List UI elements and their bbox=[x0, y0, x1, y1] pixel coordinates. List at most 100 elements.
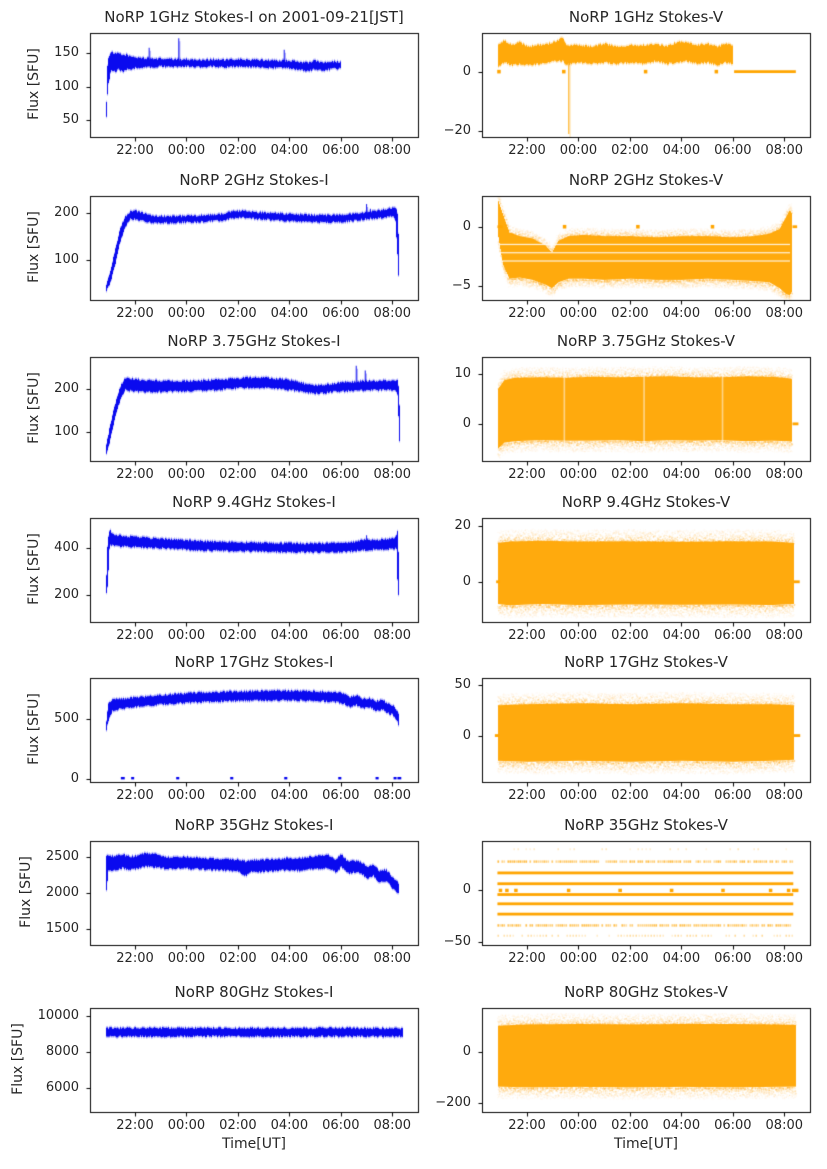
y-tick-label: 50 bbox=[62, 112, 79, 128]
x-tick-label: 22:00 bbox=[116, 467, 154, 482]
y-tick-label: 10 bbox=[454, 366, 471, 382]
x-tick-label: 00:00 bbox=[559, 951, 598, 966]
y-tick-label: 2500 bbox=[45, 849, 79, 865]
x-tick-label: 06:00 bbox=[322, 306, 360, 321]
x-tick-label: 06:00 bbox=[322, 143, 360, 158]
x-tick-label: 00:00 bbox=[559, 628, 598, 643]
y-tick-label: 200 bbox=[54, 586, 79, 602]
y-tick-label: 1500 bbox=[45, 920, 79, 936]
y-tick-label: −50 bbox=[443, 933, 471, 949]
x-tick-label: 06:00 bbox=[322, 951, 360, 966]
chart-title: NoRP 2GHz Stokes-V bbox=[568, 171, 724, 189]
x-tick-label: 06:00 bbox=[322, 628, 360, 643]
plot-canvas bbox=[474, 833, 818, 953]
x-tick-label: 04:00 bbox=[662, 306, 701, 321]
x-tick-label: 08:00 bbox=[373, 467, 411, 482]
chart-title: NoRP 3.75GHz Stokes-I bbox=[167, 332, 341, 350]
x-tick-label: 02:00 bbox=[219, 306, 257, 321]
x-tick-label: 08:00 bbox=[765, 1118, 803, 1133]
x-tick-label: 06:00 bbox=[714, 628, 752, 643]
x-tick-label: 04:00 bbox=[662, 143, 701, 158]
plot-canvas bbox=[82, 25, 426, 145]
x-tick-label: 22:00 bbox=[116, 951, 154, 966]
x-tick-label: 04:00 bbox=[270, 467, 309, 482]
x-tick-label: 00:00 bbox=[167, 951, 206, 966]
x-tick-label: 00:00 bbox=[167, 788, 206, 803]
x-tick-label: 22:00 bbox=[508, 306, 546, 321]
x-tick-label: 08:00 bbox=[373, 628, 411, 643]
x-tick-label: 22:00 bbox=[116, 306, 154, 321]
plot-canvas bbox=[474, 510, 818, 630]
y-tick-label: 0 bbox=[462, 415, 471, 431]
chart-title: NoRP 35GHz Stokes-V bbox=[564, 816, 728, 834]
x-tick-label: 02:00 bbox=[611, 467, 649, 482]
plot-canvas bbox=[474, 188, 818, 308]
x-tick-label: 08:00 bbox=[373, 143, 411, 158]
plot-canvas bbox=[474, 349, 818, 469]
y-tick-label: −20 bbox=[443, 123, 471, 139]
x-tick-label: 02:00 bbox=[219, 467, 257, 482]
x-tick-label: 02:00 bbox=[611, 628, 649, 643]
y-axis-label: Flux [SFU] bbox=[26, 533, 43, 605]
y-tick-label: 200 bbox=[54, 380, 79, 396]
x-tick-label: 02:00 bbox=[611, 1118, 649, 1133]
x-tick-label: 02:00 bbox=[219, 628, 257, 643]
plot-canvas bbox=[82, 833, 426, 953]
x-tick-label: 08:00 bbox=[765, 951, 803, 966]
y-axis-label: Flux [SFU] bbox=[26, 372, 43, 444]
y-tick-label: 10000 bbox=[37, 1008, 79, 1024]
y-tick-label: 6000 bbox=[45, 1079, 79, 1095]
y-axis-label: Flux [SFU] bbox=[26, 693, 43, 765]
y-tick-label: 0 bbox=[70, 770, 79, 786]
x-tick-label: 04:00 bbox=[270, 628, 309, 643]
x-tick-label: 00:00 bbox=[559, 306, 598, 321]
x-tick-label: 00:00 bbox=[559, 467, 598, 482]
x-tick-label: 06:00 bbox=[322, 1118, 360, 1133]
x-tick-label: 04:00 bbox=[662, 628, 701, 643]
x-tick-label: 02:00 bbox=[219, 788, 257, 803]
plot-canvas bbox=[82, 670, 426, 790]
x-tick-label: 08:00 bbox=[373, 306, 411, 321]
x-tick-label: 00:00 bbox=[167, 1118, 206, 1133]
x-axis-label: Time[UT] bbox=[614, 1136, 678, 1152]
y-tick-label: 100 bbox=[54, 251, 79, 267]
y-tick-label: 500 bbox=[54, 711, 79, 727]
x-tick-label: 22:00 bbox=[508, 143, 546, 158]
x-tick-label: 06:00 bbox=[714, 467, 752, 482]
plot-canvas bbox=[82, 349, 426, 469]
plot-canvas bbox=[474, 670, 818, 790]
x-tick-label: 02:00 bbox=[611, 951, 649, 966]
y-axis-label: Flux [SFU] bbox=[26, 211, 43, 283]
x-tick-label: 06:00 bbox=[714, 788, 752, 803]
x-axis-label: Time[UT] bbox=[222, 1136, 286, 1152]
y-tick-label: −200 bbox=[435, 1095, 471, 1111]
y-tick-label: 200 bbox=[54, 204, 79, 220]
x-tick-label: 22:00 bbox=[508, 788, 546, 803]
y-axis-label: Flux [SFU] bbox=[9, 1023, 26, 1095]
y-tick-label: 0 bbox=[462, 218, 471, 234]
x-tick-label: 04:00 bbox=[662, 951, 701, 966]
x-tick-label: 02:00 bbox=[219, 951, 257, 966]
x-tick-label: 02:00 bbox=[219, 143, 257, 158]
x-tick-label: 04:00 bbox=[270, 143, 309, 158]
x-tick-label: 00:00 bbox=[167, 306, 206, 321]
chart-title: NoRP 17GHz Stokes-V bbox=[564, 653, 728, 671]
x-tick-label: 00:00 bbox=[559, 1118, 598, 1133]
y-tick-label: 400 bbox=[54, 539, 79, 555]
x-tick-label: 08:00 bbox=[765, 143, 803, 158]
y-tick-label: 100 bbox=[54, 424, 79, 440]
x-tick-label: 02:00 bbox=[219, 1118, 257, 1133]
y-tick-label: 0 bbox=[462, 727, 471, 743]
chart-title: NoRP 17GHz Stokes-I bbox=[174, 653, 334, 671]
y-tick-label: 0 bbox=[462, 573, 471, 589]
x-tick-label: 06:00 bbox=[714, 1118, 752, 1133]
x-tick-label: 08:00 bbox=[765, 628, 803, 643]
y-tick-label: 8000 bbox=[45, 1043, 79, 1059]
